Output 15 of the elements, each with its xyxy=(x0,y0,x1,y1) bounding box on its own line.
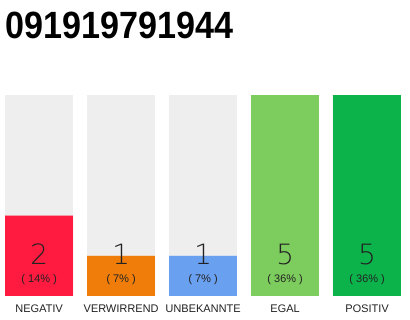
annotation: ( 7% ) xyxy=(188,273,218,285)
annotation: ( 7% ) xyxy=(106,273,136,285)
chart-title: 091919791944 xyxy=(5,5,259,47)
x-tick-label: EGAL xyxy=(270,303,300,315)
x-tick-label: NEGATIV xyxy=(15,303,64,315)
data-label: 1 xyxy=(194,238,212,271)
annotation: ( 36% ) xyxy=(349,273,385,285)
data-label: 2 xyxy=(30,238,48,271)
x-tick-label: POSITIV xyxy=(345,303,390,315)
annotation: ( 36% ) xyxy=(267,273,303,285)
data-label: 5 xyxy=(276,238,294,271)
x-tick-label: UNBEKANNTE xyxy=(165,303,241,315)
x-tick-label: VERWIRREND xyxy=(84,303,159,315)
data-label: 5 xyxy=(358,238,376,271)
annotation: ( 14% ) xyxy=(21,273,57,285)
